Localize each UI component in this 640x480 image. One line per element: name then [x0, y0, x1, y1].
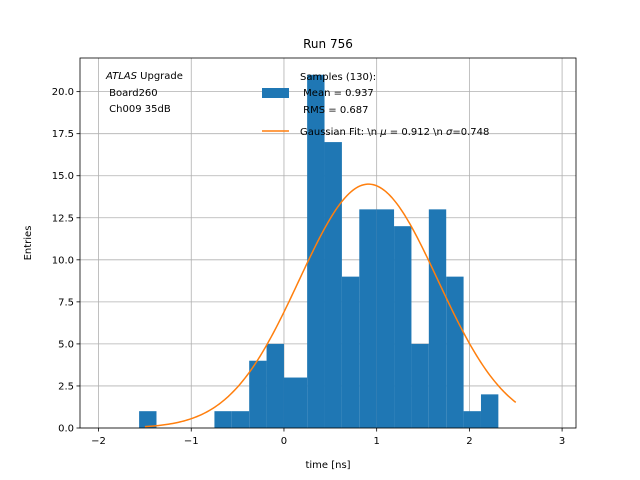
chart-title: Run 756: [303, 37, 353, 51]
y-tick-label: 2.5: [58, 381, 74, 392]
legend-samples-swatch: [262, 88, 289, 98]
y-axis-label: Entries: [23, 226, 34, 261]
upgrade-label: Upgrade: [137, 71, 183, 82]
histogram-bar: [411, 343, 429, 428]
plot-frame: [79, 57, 577, 429]
fit-sigma-symbol: σ: [446, 127, 453, 138]
histogram-bar: [359, 209, 377, 428]
histogram-bar: [446, 276, 464, 428]
histogram-bar: [376, 209, 395, 428]
x-axis-label: time [ns]: [305, 460, 350, 471]
atlas-annotation: ATLAS Upgrade Board260 Ch009 35dB: [105, 71, 183, 115]
x-tick-label: 2: [466, 436, 472, 447]
histogram-bar: [139, 411, 157, 428]
fit-label-prefix: Gaussian Fit: \n: [300, 127, 380, 138]
fit-mu-value: = 0.912 \n: [387, 127, 446, 138]
y-tick-label: 5.0: [58, 339, 74, 350]
x-tick-label: −2: [91, 436, 106, 447]
y-tick-label: 10.0: [52, 255, 74, 266]
x-tick-label: 1: [373, 436, 379, 447]
histogram-bars: [139, 74, 499, 429]
y-axis-ticks: 0.0 2.5 5.0 7.5 10.0 12.5 15.0 17.5 20.0: [52, 87, 80, 435]
histogram-bar: [480, 394, 499, 428]
legend: Samples (130): Mean = 0.937 RMS = 0.687 …: [262, 72, 489, 138]
annotation-line-3: Ch009 35dB: [106, 104, 171, 115]
histogram-bar: [214, 411, 232, 428]
legend-samples-line-2: Mean = 0.937: [300, 88, 374, 99]
fit-sigma-value: =0.748: [452, 127, 489, 138]
x-tick-label: 0: [281, 436, 287, 447]
histogram-bar: [463, 411, 481, 428]
y-tick-label: 20.0: [52, 87, 74, 98]
histogram-bar: [307, 74, 325, 429]
histogram-bar: [231, 411, 250, 428]
y-tick-label: 12.5: [52, 213, 74, 224]
histogram-bar: [341, 276, 360, 428]
histogram-bar: [428, 209, 447, 428]
legend-fit-label: Gaussian Fit: \n μ = 0.912 \n σ=0.748: [300, 127, 489, 138]
x-tick-label: 3: [559, 436, 565, 447]
x-axis-ticks: −2 −1 0 1 2 3: [91, 428, 565, 447]
histogram-bar: [249, 360, 267, 428]
histogram-bar: [394, 226, 412, 428]
atlas-label: ATLAS: [105, 71, 138, 82]
annotation-line-1: ATLAS Upgrade: [105, 71, 183, 82]
x-tick-label: −1: [184, 436, 199, 447]
histogram-bar: [266, 343, 284, 428]
gaussian-fit-curve: [144, 183, 517, 428]
legend-samples-line-3: RMS = 0.687: [300, 105, 368, 116]
legend-samples-line-1: Samples (130):: [300, 72, 376, 83]
y-tick-label: 0.0: [58, 424, 74, 435]
annotation-line-2: Board260: [106, 88, 158, 99]
histogram-bar: [324, 142, 342, 428]
histogram-bar: [283, 377, 308, 428]
y-tick-label: 7.5: [58, 297, 74, 308]
y-tick-label: 17.5: [52, 129, 74, 140]
fit-mu-symbol: μ: [379, 127, 386, 138]
y-tick-label: 15.0: [52, 171, 74, 182]
